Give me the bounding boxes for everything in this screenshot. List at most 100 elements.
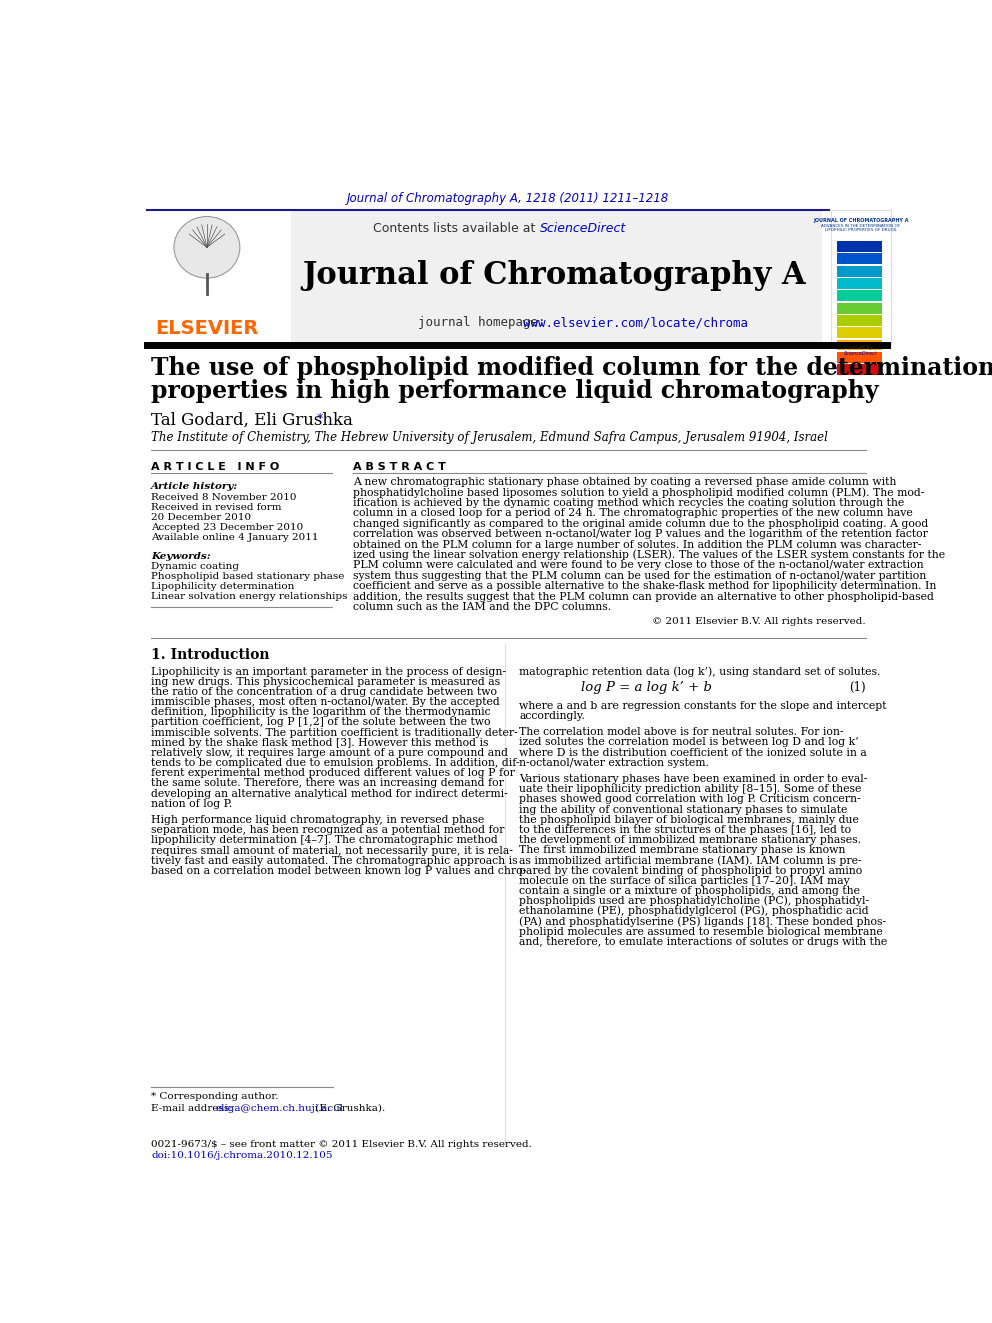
Text: obtained on the PLM column for a large number of solutes. In addition the PLM co: obtained on the PLM column for a large n… (352, 540, 921, 549)
Text: © 2011 Elsevier B.V. All rights reserved.: © 2011 Elsevier B.V. All rights reserved… (652, 618, 866, 626)
Text: addition, the results suggest that the PLM column can provide an alternative to : addition, the results suggest that the P… (352, 591, 933, 602)
Text: *: * (317, 411, 323, 425)
Text: requires small amount of material, not necessarily pure, it is rela-: requires small amount of material, not n… (151, 845, 513, 856)
Text: A R T I C L E   I N F O: A R T I C L E I N F O (151, 462, 280, 472)
Text: 1. Introduction: 1. Introduction (151, 648, 270, 662)
Text: ferent experimental method produced different values of log P for: ferent experimental method produced diff… (151, 769, 515, 778)
Text: Phospholipid based stationary phase: Phospholipid based stationary phase (151, 573, 344, 581)
Bar (837, 364, 882, 376)
Text: * Corresponding author.: * Corresponding author. (151, 1091, 279, 1101)
Text: separation mode, has been recognized as a potential method for: separation mode, has been recognized as … (151, 826, 505, 835)
Bar (837, 340, 882, 351)
Bar (837, 303, 882, 314)
Text: Various stationary phases have been examined in order to eval-: Various stationary phases have been exam… (519, 774, 868, 785)
Bar (837, 327, 882, 339)
Text: phospholipids used are phosphatidylcholine (PC), phosphatidyl-: phospholipids used are phosphatidylcholi… (519, 896, 869, 906)
Text: E-mail address:: E-mail address: (151, 1103, 236, 1113)
Text: Keywords:: Keywords: (151, 552, 210, 561)
Text: PLM column were calculated and were found to be very close to those of the n-oct: PLM column were calculated and were foun… (352, 561, 924, 570)
Text: relatively slow, it requires large amount of a pure compound and: relatively slow, it requires large amoun… (151, 747, 508, 758)
Text: Received 8 November 2010: Received 8 November 2010 (151, 493, 297, 501)
Text: Dynamic coating: Dynamic coating (151, 562, 239, 572)
Text: JOURNAL OF CHROMATOGRAPHY A: JOURNAL OF CHROMATOGRAPHY A (813, 218, 909, 222)
Text: uate their lipophilicity prediction ability [8–15]. Some of these: uate their lipophilicity prediction abil… (519, 785, 862, 794)
Text: The first immobilized membrane stationary phase is known: The first immobilized membrane stationar… (519, 845, 845, 855)
Bar (837, 315, 882, 325)
Text: based on a correlation model between known log P values and chro-: based on a correlation model between kno… (151, 865, 527, 876)
Text: Contents lists available at: Contents lists available at (373, 221, 540, 234)
Text: where D is the distribution coefficient of the ionized solute in a: where D is the distribution coefficient … (519, 747, 867, 758)
Text: Lipophilicity determination: Lipophilicity determination (151, 582, 295, 591)
Text: where a and b are regression constants for the slope and intercept: where a and b are regression constants f… (519, 701, 887, 710)
Text: log P = a log k’ + b: log P = a log k’ + b (581, 681, 712, 695)
Text: (1): (1) (849, 681, 866, 695)
Text: Journal of Chromatography A, 1218 (2011) 1211–1218: Journal of Chromatography A, 1218 (2011)… (347, 192, 670, 205)
Text: to the differences in the structures of the phases [16], led to: to the differences in the structures of … (519, 826, 851, 835)
Bar (837, 254, 882, 265)
Bar (831, 210, 891, 345)
Text: Available online 4 January 2011: Available online 4 January 2011 (151, 533, 318, 542)
Text: phases showed good correlation with log P. Criticism concern-: phases showed good correlation with log … (519, 794, 861, 804)
Text: as immobilized artificial membrane (IAM). IAM column is pre-: as immobilized artificial membrane (IAM)… (519, 855, 862, 865)
Text: column such as the IAM and the DPC columns.: column such as the IAM and the DPC colum… (352, 602, 611, 613)
Text: ing new drugs. This physicochemical parameter is measured as: ing new drugs. This physicochemical para… (151, 677, 500, 687)
Text: The correlation model above is for neutral solutes. For ion-: The correlation model above is for neutr… (519, 728, 844, 737)
Text: journal homepage:: journal homepage: (419, 316, 554, 329)
Text: Accepted 23 December 2010: Accepted 23 December 2010 (151, 523, 304, 532)
Text: Received in revised form: Received in revised form (151, 503, 282, 512)
Text: nation of log P.: nation of log P. (151, 799, 232, 808)
Text: developing an alternative analytical method for indirect determi-: developing an alternative analytical met… (151, 789, 508, 799)
Text: ScienceDirect: ScienceDirect (541, 221, 626, 234)
Text: A new chromatographic stationary phase obtained by coating a reversed phase amid: A new chromatographic stationary phase o… (352, 478, 896, 487)
Ellipse shape (174, 217, 240, 278)
Text: A B S T R A C T: A B S T R A C T (352, 462, 445, 472)
Text: ing the ability of conventional stationary phases to simulate: ing the ability of conventional stationa… (519, 804, 847, 815)
Text: molecule on the surface of silica particles [17–20]. IAM may: molecule on the surface of silica partic… (519, 876, 850, 885)
Text: The Institute of Chemistry, The Hebrew University of Jerusalem, Edmund Safra Cam: The Institute of Chemistry, The Hebrew U… (151, 431, 828, 445)
Text: The use of phospholipid modified column for the determination of lipophilic: The use of phospholipid modified column … (151, 356, 992, 380)
Text: Journal of Chromatography A: Journal of Chromatography A (303, 261, 806, 291)
Text: n-octanol/water extraction system.: n-octanol/water extraction system. (519, 758, 709, 767)
Text: www.elsevier.com/locate/chroma: www.elsevier.com/locate/chroma (523, 316, 748, 329)
Text: the ratio of the concentration of a drug candidate between two: the ratio of the concentration of a drug… (151, 687, 497, 697)
Text: ethanolamine (PE), phosphatidylglcerol (PG), phosphatidic acid: ethanolamine (PE), phosphatidylglcerol (… (519, 906, 869, 917)
Bar (837, 241, 882, 251)
Text: ized solutes the correlation model is between log D and log k’: ized solutes the correlation model is be… (519, 737, 859, 747)
Text: accordingly.: accordingly. (519, 710, 585, 721)
Text: ELSEVIER: ELSEVIER (155, 319, 259, 337)
Text: matographic retention data (log k’), using standard set of solutes.: matographic retention data (log k’), usi… (519, 667, 881, 677)
Text: 20 December 2010: 20 December 2010 (151, 513, 251, 523)
Text: coefficient and serve as a possible alternative to the shake-flask method for li: coefficient and serve as a possible alte… (352, 581, 936, 591)
Text: column in a closed loop for a period of 24 h. The chromatographic properties of : column in a closed loop for a period of … (352, 508, 913, 519)
Text: (PA) and phosphatidylserine (PS) ligands [18]. These bonded phos-: (PA) and phosphatidylserine (PS) ligands… (519, 916, 887, 926)
Text: ADVANCES IN THE DETERMINATION OF
LIPOPHILIC PROPERTIES OF DRUGS: ADVANCES IN THE DETERMINATION OF LIPOPHI… (821, 224, 901, 233)
Text: contain a single or a mixture of phospholipids, and among the: contain a single or a mixture of phospho… (519, 886, 860, 896)
Bar (837, 352, 882, 363)
Text: pholipid molecules are assumed to resemble biological membrane: pholipid molecules are assumed to resemb… (519, 926, 883, 937)
Text: the development of immobilized membrane stationary phases.: the development of immobilized membrane … (519, 835, 861, 845)
Text: High performance liquid chromatography, in reversed phase: High performance liquid chromatography, … (151, 815, 484, 826)
Bar (837, 291, 882, 302)
Text: Tal Godard, Eli Grushka: Tal Godard, Eli Grushka (151, 411, 353, 429)
Text: correlation was observed between n-octanol/water log P values and the logarithm : correlation was observed between n-octan… (352, 529, 928, 540)
Text: pared by the covalent binding of phospholipid to propyl amino: pared by the covalent binding of phospho… (519, 865, 862, 876)
Bar (837, 278, 882, 288)
Text: ized using the linear solvation energy relationship (LSER). The values of the LS: ized using the linear solvation energy r… (352, 549, 944, 560)
Bar (147, 210, 821, 345)
Text: Lipophilicity is an important parameter in the process of design-: Lipophilicity is an important parameter … (151, 667, 506, 676)
Text: mined by the shake flask method [3]. However this method is: mined by the shake flask method [3]. How… (151, 738, 489, 747)
Text: ScienceDirect: ScienceDirect (844, 351, 878, 356)
Text: Issued by:: Issued by: (849, 345, 873, 349)
Text: lipophilicity determination [4–7]. The chromatographic method: lipophilicity determination [4–7]. The c… (151, 835, 498, 845)
Text: system thus suggesting that the PLM column can be used for the estimation of n-o: system thus suggesting that the PLM colu… (352, 570, 926, 581)
Text: Linear solvation energy relationships: Linear solvation energy relationships (151, 593, 347, 602)
Text: doi:10.1016/j.chroma.2010.12.105: doi:10.1016/j.chroma.2010.12.105 (151, 1151, 332, 1160)
Text: definition, lipophilicity is the logarithm of the thermodynamic: definition, lipophilicity is the logarit… (151, 708, 491, 717)
Text: the same solute. Therefore, there was an increasing demand for: the same solute. Therefore, there was an… (151, 778, 504, 789)
Text: immiscible phases, most often n-octanol/water. By the accepted: immiscible phases, most often n-octanol/… (151, 697, 500, 706)
Text: properties in high performance liquid chromatography: properties in high performance liquid ch… (151, 380, 879, 404)
Text: immiscible solvents. The partition coefficient is traditionally deter-: immiscible solvents. The partition coeff… (151, 728, 518, 737)
Text: tively fast and easily automated. The chromatographic approach is: tively fast and easily automated. The ch… (151, 856, 518, 865)
Text: changed significantly as compared to the original amide column due to the phosph: changed significantly as compared to the… (352, 519, 928, 529)
Text: phosphatidylcholine based liposomes solution to yield a phospholipid modified co: phosphatidylcholine based liposomes solu… (352, 487, 924, 497)
